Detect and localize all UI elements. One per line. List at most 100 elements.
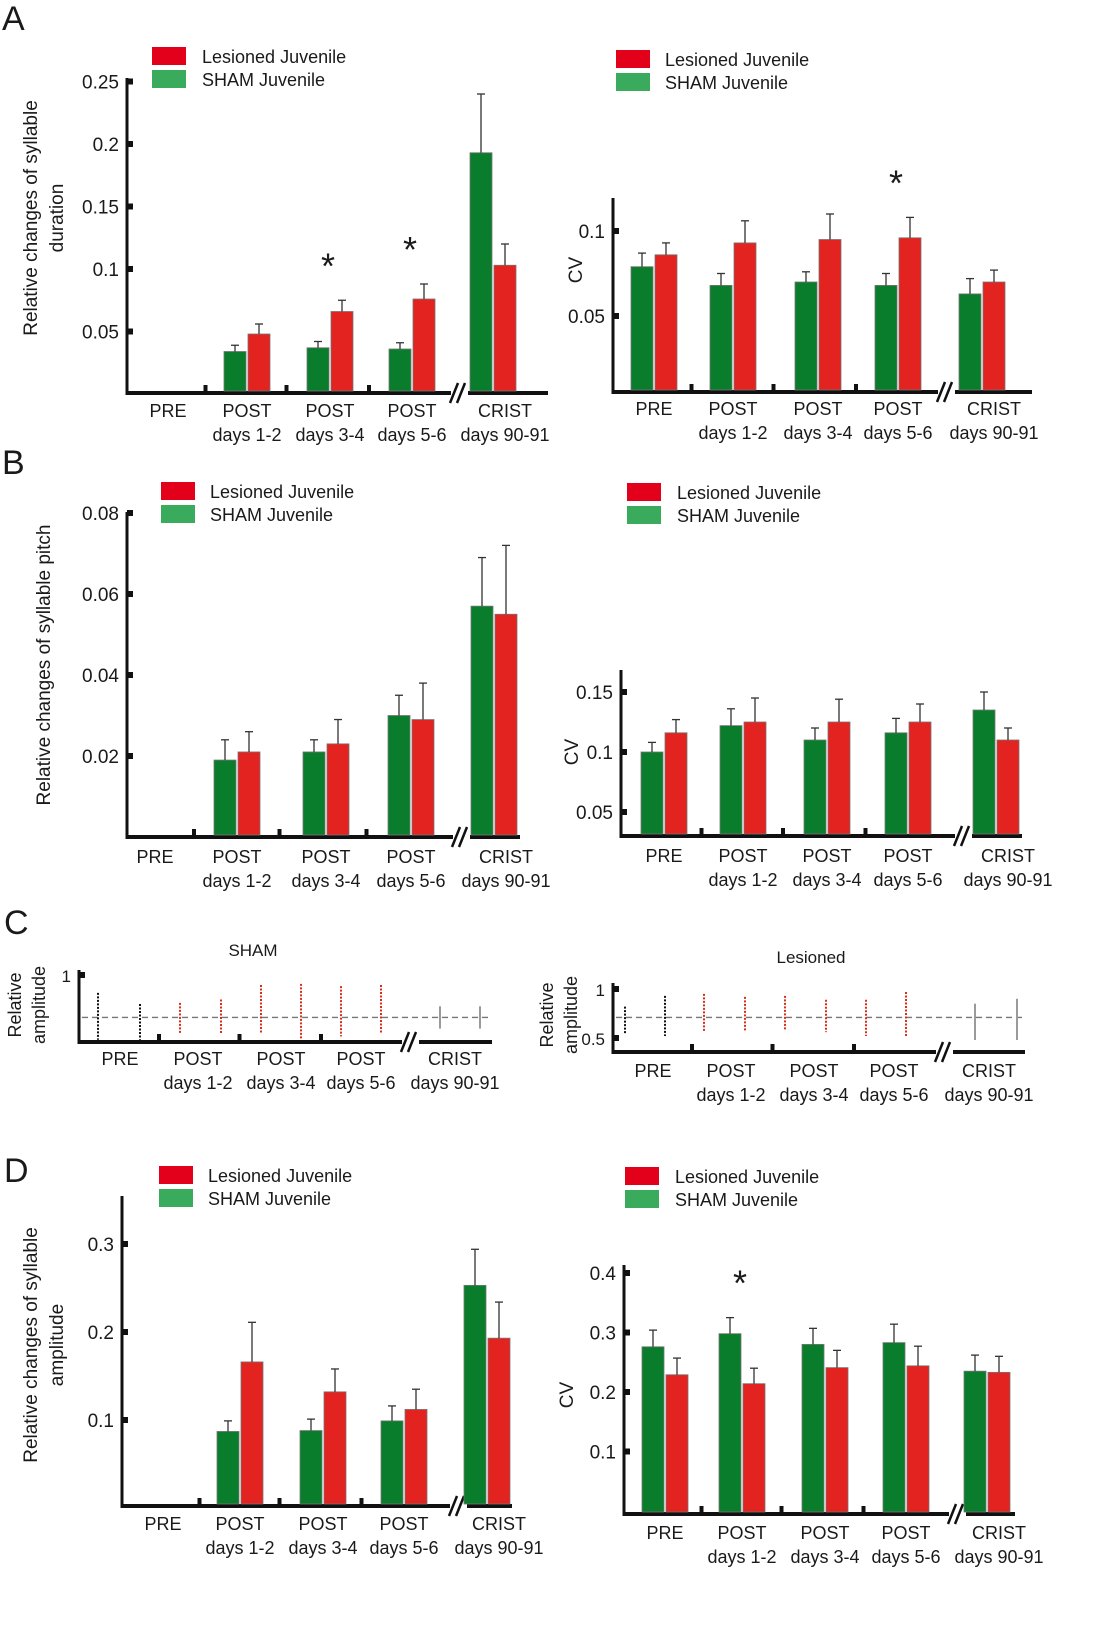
bar-sham <box>299 1430 323 1505</box>
axis-break-mark <box>454 1495 466 1517</box>
axis-break-mark <box>455 382 467 404</box>
legend-label-sham: SHAM Juvenile <box>675 1190 798 1210</box>
x-tick <box>203 385 208 393</box>
legend-label-sham: SHAM Juvenile <box>665 73 788 93</box>
bar-lesioned <box>412 298 436 392</box>
y-tick-label: 0.1 <box>590 1443 616 1464</box>
legend-swatch-sham <box>152 70 186 88</box>
category-sublabel: days 3-4 <box>246 1073 315 1093</box>
legend-swatch-lesioned <box>161 482 195 500</box>
axis-break-mark <box>946 1503 958 1525</box>
y-tick-label: 0.04 <box>82 666 119 687</box>
bar-lesioned <box>240 1361 264 1505</box>
axis-break-mark <box>447 1495 459 1517</box>
category-label: POST <box>706 1061 755 1081</box>
y-tick-label: 0.2 <box>88 1323 114 1344</box>
category-sublabel: days 5-6 <box>863 423 932 443</box>
bar-sham <box>641 1346 665 1513</box>
legend-swatch-lesioned <box>616 50 650 68</box>
panel-label-C: C <box>4 904 29 942</box>
category-label: PRE <box>144 1514 181 1534</box>
category-sublabel: days 5-6 <box>859 1085 928 1105</box>
category-sublabel: days 90-91 <box>460 425 549 445</box>
category-label: POST <box>881 1523 930 1543</box>
bar-sham <box>882 1342 906 1513</box>
y-tick <box>122 1329 128 1335</box>
category-sublabel: days 5-6 <box>871 1547 940 1567</box>
category-label: CRIST <box>981 846 1035 866</box>
bar-sham <box>709 284 733 391</box>
x-tick <box>690 1044 694 1052</box>
x-tick <box>319 1034 323 1042</box>
legend-label-lesioned: Lesioned Juvenile <box>675 1167 819 1187</box>
x-tick <box>689 384 694 392</box>
y-tick-label: 0.3 <box>590 1324 616 1345</box>
chart-title: Lesioned <box>776 948 845 967</box>
axis-break-mark <box>935 381 947 403</box>
category-label: POST <box>802 846 851 866</box>
bar-sham <box>874 284 898 391</box>
bar-sham <box>388 348 412 392</box>
y-tick-label: 0.2 <box>93 135 119 156</box>
legend-label-lesioned: Lesioned Juvenile <box>210 482 354 502</box>
legend-label-lesioned: Lesioned Juvenile <box>202 47 346 67</box>
category-sublabel: days 1-2 <box>708 870 777 890</box>
y-tick <box>127 203 133 210</box>
bar-sham <box>302 751 326 836</box>
bar-sham <box>213 759 237 836</box>
category-label: POST <box>215 1514 264 1534</box>
category-sublabel: days 90-91 <box>410 1073 499 1093</box>
significance-star: * <box>733 1263 747 1304</box>
category-label: POST <box>298 1514 347 1534</box>
legend-label-sham: SHAM Juvenile <box>677 506 800 526</box>
axis-break-mark <box>457 826 469 848</box>
y-tick-label: 0.3 <box>88 1235 114 1256</box>
legend-swatch-lesioned <box>159 1166 193 1184</box>
category-label: CRIST <box>479 847 533 867</box>
x-tick <box>852 1044 856 1052</box>
legend-label-sham: SHAM Juvenile <box>210 505 333 525</box>
bar-lesioned <box>487 1337 511 1505</box>
bar-lesioned <box>330 311 354 392</box>
x-tick <box>771 384 776 392</box>
legend-swatch-lesioned <box>625 1167 659 1185</box>
y-tick-label: 1 <box>62 967 71 986</box>
axis-break-mark <box>450 826 462 848</box>
category-label: POST <box>386 847 435 867</box>
x-tick <box>781 828 785 836</box>
category-label: POST <box>873 399 922 419</box>
x-tick <box>277 829 282 837</box>
category-label: POST <box>883 846 932 866</box>
bar-lesioned <box>827 721 851 835</box>
category-label: POST <box>173 1049 222 1069</box>
bar-sham <box>306 347 330 392</box>
bar-sham <box>963 1370 987 1513</box>
legend-swatch-lesioned <box>152 47 186 65</box>
bar-lesioned <box>654 254 678 391</box>
y-tick-label: 0.2 <box>590 1383 616 1404</box>
category-label: POST <box>212 847 261 867</box>
bar-lesioned <box>493 264 517 392</box>
y-tick <box>621 809 627 815</box>
category-sublabel: days 5-6 <box>376 871 445 891</box>
category-label: PRE <box>101 1049 138 1069</box>
y-tick-label: 0.05 <box>576 803 613 824</box>
category-label: CRIST <box>478 401 532 421</box>
significance-star: * <box>403 229 417 270</box>
y-axis-label: CV <box>562 738 583 765</box>
y-axis-label: duration <box>47 184 68 253</box>
bar-sham <box>884 732 908 835</box>
axis-break-mark <box>406 1031 418 1053</box>
bar-lesioned <box>825 1367 849 1513</box>
y-tick <box>127 753 133 759</box>
category-sublabel: days 1-2 <box>205 1538 274 1558</box>
panel-label-B: B <box>2 444 25 482</box>
y-axis-label: Relative <box>537 982 557 1047</box>
y-tick <box>127 78 133 85</box>
bar-sham <box>640 751 664 835</box>
bar-sham <box>803 739 827 835</box>
x-tick <box>863 828 868 836</box>
bar-lesioned <box>494 613 518 836</box>
category-label: CRIST <box>972 1523 1026 1543</box>
